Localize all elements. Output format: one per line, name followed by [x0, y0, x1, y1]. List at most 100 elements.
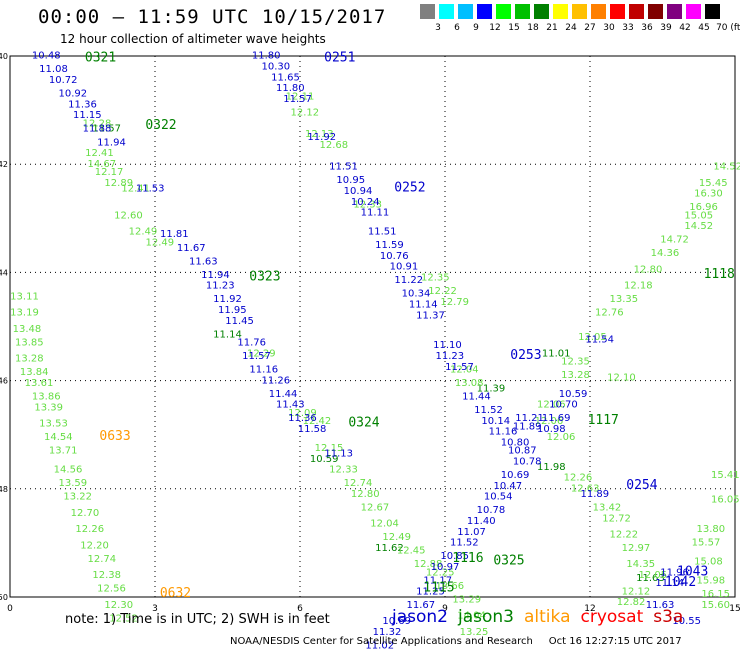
data-point-label: 12.74 [88, 554, 117, 565]
data-point-label: 10.87 [508, 446, 537, 457]
data-point-label: 13.61 [25, 378, 54, 389]
x-tick-label: 3 [152, 604, 158, 614]
data-point-label: 15.08 [694, 557, 723, 568]
data-point-label: 12.80 [634, 264, 663, 275]
x-tick-label: 12 [584, 604, 595, 614]
data-point-label: 10.70 [549, 400, 578, 411]
data-point-label: 11.23 [436, 351, 465, 362]
data-point-label: 10.85 [440, 551, 469, 562]
data-point-label: 11.51 [329, 162, 358, 173]
scale-label: 36 [641, 23, 653, 33]
pass-time-label: 1118 [704, 267, 735, 282]
data-point-label: 12.35 [561, 356, 590, 367]
data-point-label: 12.45 [397, 546, 426, 557]
data-point-label: 13.25 [460, 627, 489, 638]
data-point-label: 11.52 [474, 405, 503, 416]
scale-label: 9 [473, 23, 479, 33]
data-point-label: 12.13 [305, 129, 334, 140]
data-point-label: 11.08 [39, 64, 68, 75]
scale-label: 70 (ft) [716, 23, 740, 33]
data-point-label: 14.52 [684, 221, 713, 232]
scale-swatch [496, 4, 511, 19]
x-tick-label: 9 [442, 604, 448, 614]
data-point-label: 15.41 [711, 470, 740, 481]
data-point-label: 12.04 [450, 364, 479, 375]
data-point-label: 11.92 [213, 294, 242, 305]
data-point-label: 13.59 [59, 478, 88, 489]
plot-frame [9, 55, 736, 598]
data-point-label: 11.63 [646, 600, 675, 611]
data-point-label: 12.38 [92, 570, 121, 581]
data-point-label: 11.14 [409, 300, 438, 311]
data-point-label: 11.65 [271, 72, 300, 83]
scale-swatch [420, 4, 435, 19]
data-point-label: 11.26 [262, 375, 291, 386]
data-point-label: 11.94 [97, 137, 126, 148]
scale-label: 27 [584, 23, 596, 33]
data-point-label: 12.26 [564, 473, 593, 484]
pass-time-label: 0254 [626, 478, 657, 493]
data-point-label: 14.56 [54, 465, 83, 476]
data-point-label: 12.41 [85, 148, 114, 159]
data-point-label: 12.06 [537, 400, 566, 411]
data-point-label: 12.49 [129, 227, 158, 238]
data-point-label: 11.44 [462, 392, 491, 403]
scale-swatch [477, 4, 492, 19]
data-point-label: 13.85 [15, 337, 44, 348]
data-point-label: 10.30 [262, 62, 291, 73]
data-point-label: 11.44 [269, 389, 298, 400]
data-point-label: 10.47 [494, 481, 523, 492]
data-point-label: 12.05 [578, 332, 607, 343]
scale-swatch [629, 4, 644, 19]
data-point-label: 12.06 [535, 416, 564, 427]
data-point-label: 15.57 [692, 538, 721, 549]
data-point-label: 11.25 [416, 586, 445, 597]
chart-title: 00:00 – 11:59 UTC 10/15/2017 [38, 6, 387, 28]
data-point-label: 12.68 [320, 140, 349, 151]
data-point-label: 12.76 [595, 308, 624, 319]
data-point-label: 13.53 [39, 419, 68, 430]
data-point-label: 11.92 [307, 132, 336, 143]
data-point-label: 13.86 [32, 392, 61, 403]
pass-time-label: 0321 [85, 50, 116, 65]
scale-label: 18 [527, 23, 539, 33]
data-point-label: 11.02 [365, 640, 394, 650]
data-point-label: 11.57 [92, 124, 121, 135]
data-point-label: 13.48 [13, 324, 42, 335]
data-point-label: 11.07 [457, 527, 486, 538]
legend-jason3: jason3 [458, 607, 514, 627]
scale-swatch [534, 4, 549, 19]
pass-time-label: 0325 [493, 554, 524, 569]
data-point-label: 14.67 [88, 159, 117, 170]
data-point-label: 11.23 [206, 281, 235, 292]
data-point-label: 11.21 [515, 413, 544, 424]
pass-time-label: 0251 [324, 50, 355, 65]
data-point-label: 10.95 [336, 175, 365, 186]
data-point-label: 10.59 [310, 454, 339, 465]
pass-time-label: 0322 [145, 118, 176, 133]
data-point-label: 12.20 [80, 540, 109, 551]
data-point-label: 11.67 [407, 600, 436, 611]
data-point-label: 12.72 [602, 513, 631, 524]
data-point-label: 12.12 [291, 108, 320, 119]
data-point-label: 14.52 [713, 162, 740, 173]
data-point-label: 11.32 [373, 627, 402, 638]
legend-jason2: jason2 [392, 607, 448, 627]
data-point-label: 12.67 [361, 502, 390, 513]
data-point-label: 14.72 [660, 235, 689, 246]
data-point-label: 11.89 [513, 421, 542, 432]
footer-credit: NOAA/NESDIS Center for Satellite Applica… [230, 636, 682, 647]
y-tick-label: -50 [0, 593, 8, 602]
data-point-label: 12.22 [428, 286, 457, 297]
scale-swatch [553, 4, 568, 19]
data-point-label: 12.05 [639, 570, 668, 581]
data-point-label: 15.60 [701, 600, 730, 611]
data-point-label: 11.57 [445, 362, 474, 373]
data-point-label: 11.63 [189, 256, 218, 267]
data-point-label: 11.16 [249, 364, 278, 375]
y-tick-label: -40 [0, 52, 8, 61]
data-point-label: 12.60 [114, 210, 143, 221]
data-point-label: 11.76 [237, 337, 266, 348]
data-point-label: 11.40 [467, 516, 496, 527]
data-point-label: 12.80 [351, 489, 380, 500]
